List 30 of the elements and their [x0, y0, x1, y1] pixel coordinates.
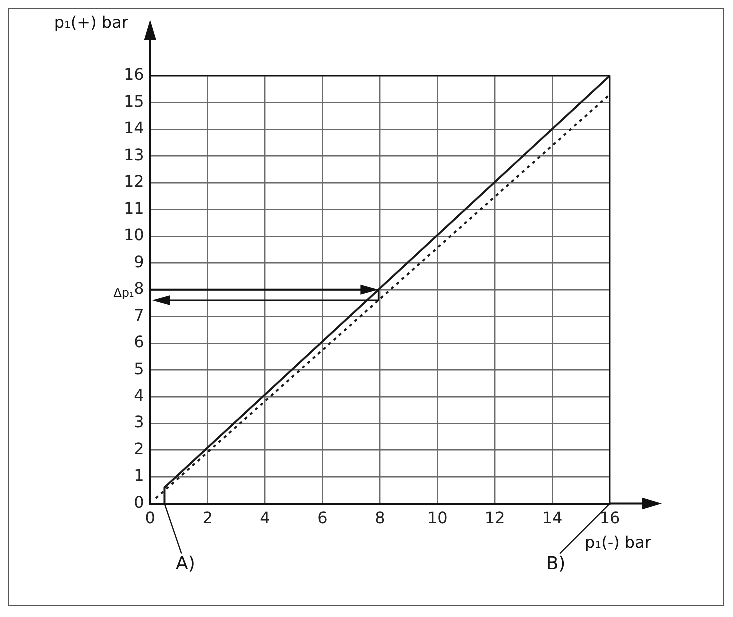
x-tick-label: 14: [542, 508, 563, 528]
x-tick-label: 6: [318, 508, 328, 528]
y-tick-label: 12: [124, 172, 144, 192]
x-tick-label: 2: [202, 508, 213, 528]
annotation: A): [176, 553, 196, 574]
y-tick-label: 6: [134, 332, 144, 352]
text: B): [546, 553, 566, 574]
y-tick-label: 2: [134, 439, 144, 458]
y-tick-label: 5: [134, 359, 144, 378]
x-axis-title: p₁(-) bar: [585, 532, 652, 552]
x-tick-label: 8: [375, 508, 386, 528]
y-tick-label: 10: [124, 226, 144, 245]
y-tick-label: 4: [134, 386, 144, 406]
y-axis-title: p₁(+) bar: [54, 13, 129, 32]
y-tick-label: 15: [124, 92, 144, 111]
y-tick-label: 1: [134, 466, 144, 486]
y-tick-label: 16: [124, 65, 144, 84]
y-tick-label: 14: [124, 118, 144, 138]
y-tick-label: 3: [134, 412, 144, 432]
y-tick-label: 9: [134, 252, 144, 272]
y-tick-label: 7: [134, 306, 144, 325]
y-tick-label: 13: [124, 145, 144, 164]
x-tick-label: 4: [260, 508, 270, 528]
x-tick-label: 16: [600, 508, 620, 528]
x-tick-label: 12: [484, 508, 506, 528]
y-tick-label: 8: [134, 279, 144, 298]
x-tick-label: 10: [427, 508, 448, 528]
y-tick-label: 11: [124, 198, 144, 218]
ref-line-label: Δp₁: [114, 286, 135, 300]
y-tick-label: 0: [134, 492, 144, 512]
